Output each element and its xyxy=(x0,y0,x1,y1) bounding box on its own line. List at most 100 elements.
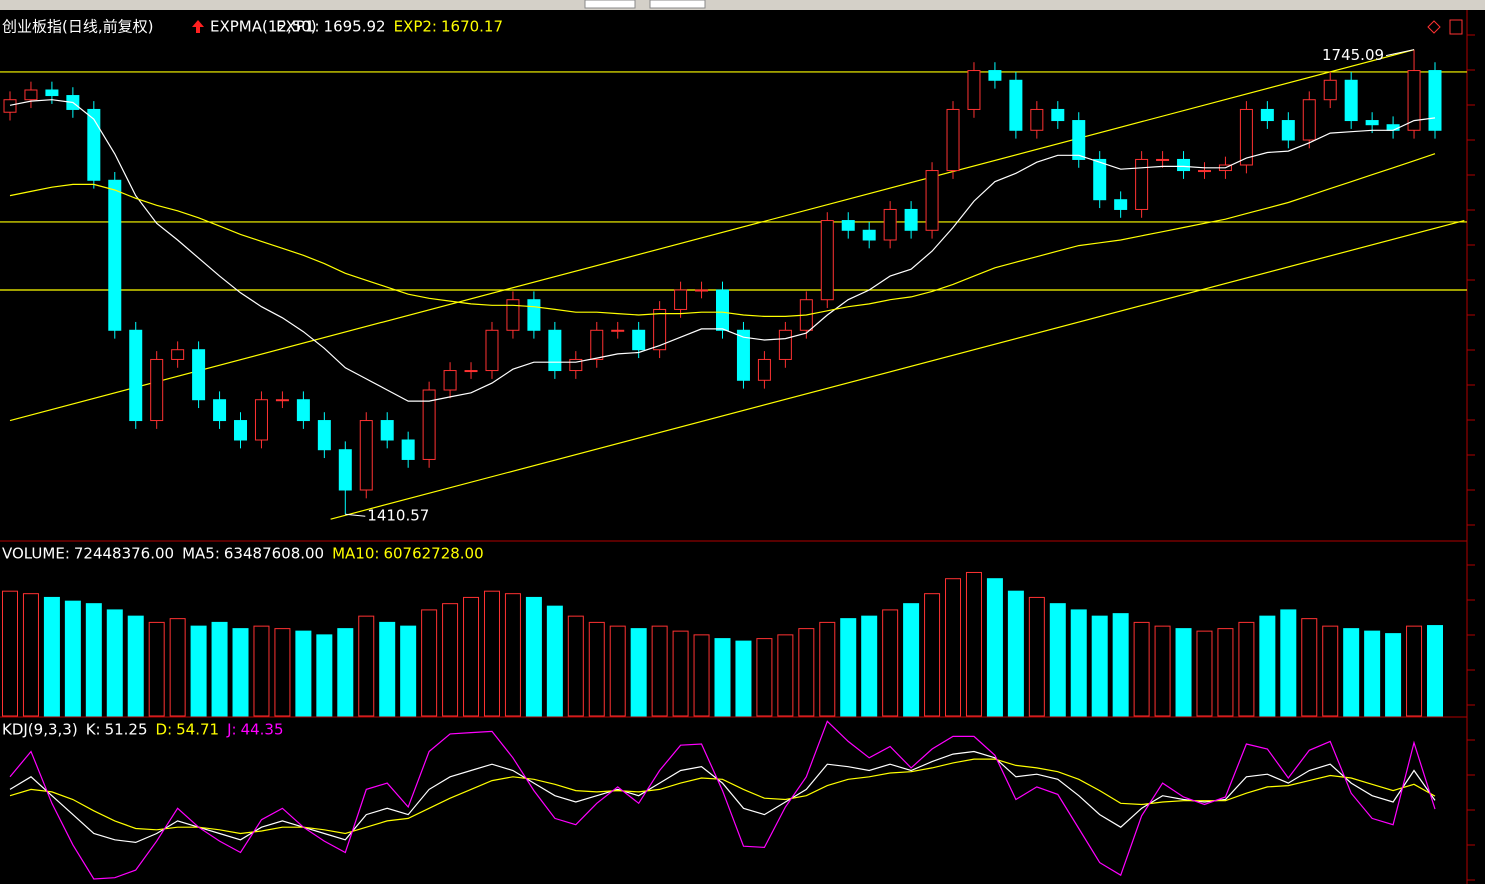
legend-text: 54.71 xyxy=(176,721,219,739)
candle-body xyxy=(1197,170,1211,173)
volume-bar xyxy=(1427,625,1443,717)
volume-bar xyxy=(463,596,480,717)
volume-bar xyxy=(2,590,18,717)
candle-body xyxy=(45,89,59,97)
candle-body xyxy=(611,329,625,332)
candle-body xyxy=(548,329,562,372)
volume-bar xyxy=(924,593,941,717)
candle-body xyxy=(988,70,1002,81)
candle-body xyxy=(24,89,38,101)
volume-bar xyxy=(85,603,102,717)
candle-body xyxy=(925,170,939,231)
candle-body xyxy=(946,108,960,172)
legend-text: K: xyxy=(86,721,101,739)
panel-button[interactable] xyxy=(1449,19,1463,35)
volume-bar xyxy=(609,625,626,717)
candle-body xyxy=(674,289,688,310)
candle-body xyxy=(192,349,206,401)
legend-text: J: xyxy=(226,721,236,739)
volume-bar xyxy=(903,603,920,717)
legend-text: 72448376.00 xyxy=(74,545,174,563)
candle-body xyxy=(1156,158,1170,161)
volume-bar xyxy=(442,603,459,717)
low-label: 1410.57 xyxy=(367,507,429,525)
volume-bar xyxy=(546,605,563,717)
volume-bar xyxy=(190,625,207,717)
volume-bar xyxy=(358,615,375,717)
menu-tab[interactable] xyxy=(649,0,706,9)
candle-body xyxy=(1407,70,1421,131)
trend-line xyxy=(9,49,1415,422)
candle-body xyxy=(275,399,289,402)
candle-body xyxy=(359,420,373,491)
volume-bar xyxy=(1196,630,1213,717)
volume-bar xyxy=(253,625,270,717)
candle-body xyxy=(464,370,478,373)
candle-body xyxy=(904,208,918,231)
candle-body xyxy=(1302,99,1316,141)
volume-bar xyxy=(295,630,312,717)
volume-bar xyxy=(1133,621,1150,717)
candle-body xyxy=(171,349,185,360)
volume-bar xyxy=(777,634,794,717)
volume-bar xyxy=(483,590,500,717)
volume-bar xyxy=(986,578,1003,717)
legend-text: 创业板指(日线,前复权) xyxy=(2,18,153,36)
candle-body xyxy=(632,329,646,351)
candle-body xyxy=(883,208,897,241)
panel-button[interactable] xyxy=(1427,20,1441,34)
candle-body xyxy=(1323,79,1337,101)
candle-body xyxy=(338,449,352,491)
candle-body xyxy=(1386,124,1400,131)
candle-body xyxy=(87,108,101,181)
indicator-line xyxy=(9,758,1436,835)
volume-bar xyxy=(672,630,689,717)
volume-bar xyxy=(714,638,731,717)
candle-body xyxy=(1030,108,1044,131)
legend-text: 63487608.00 xyxy=(224,545,324,563)
menu-tab[interactable] xyxy=(584,0,636,9)
candle-body xyxy=(1093,158,1107,201)
volume-bar xyxy=(1238,621,1255,717)
trend-line xyxy=(330,219,1465,520)
candle-body xyxy=(757,358,771,381)
candle-body xyxy=(569,358,583,372)
candle-body xyxy=(841,220,855,231)
candle-body xyxy=(1072,120,1086,160)
legend-text: EXP1: xyxy=(276,18,319,36)
volume-bar xyxy=(1322,625,1339,717)
candle-body xyxy=(401,439,415,460)
candle-body xyxy=(506,299,520,331)
candle-body xyxy=(1135,158,1149,210)
volume-bar xyxy=(1091,615,1108,717)
legend-text: D: xyxy=(156,721,173,739)
signal-arrow xyxy=(192,20,204,33)
volume-bar xyxy=(22,593,39,717)
candle-body xyxy=(1365,120,1379,126)
candle-body xyxy=(213,399,227,422)
volume-bar xyxy=(379,621,396,717)
candle-body xyxy=(129,329,143,422)
volume-bar xyxy=(965,571,982,717)
volume-bar xyxy=(232,628,249,717)
volume-bar xyxy=(127,615,144,717)
candle-body xyxy=(862,229,876,241)
volume-bar xyxy=(651,625,668,717)
volume-bar xyxy=(756,638,773,717)
candle-body xyxy=(967,70,981,110)
legend-text: MA10: xyxy=(332,545,379,563)
volume-bar xyxy=(1259,615,1276,717)
volume-bar xyxy=(945,578,962,717)
volume-bar xyxy=(630,628,647,717)
indicator-line xyxy=(9,99,1436,402)
candle-body xyxy=(1114,199,1128,210)
volume-bar xyxy=(169,618,186,717)
candle-body xyxy=(254,399,268,441)
candle-body xyxy=(1009,79,1023,131)
legend-text: VOLUME: xyxy=(2,545,70,563)
indicator-line xyxy=(9,720,1436,880)
volume-bar xyxy=(693,634,710,717)
candle-body xyxy=(590,329,604,360)
candle-body xyxy=(108,179,122,331)
